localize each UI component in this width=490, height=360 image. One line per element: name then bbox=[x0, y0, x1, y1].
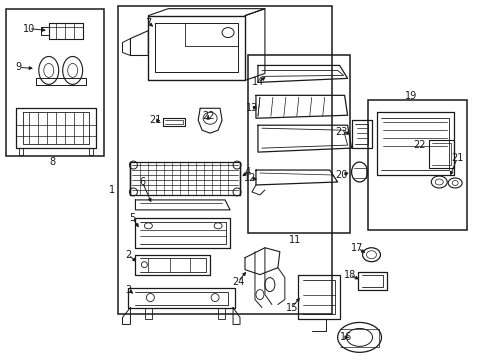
Text: 18: 18 bbox=[343, 270, 356, 280]
Text: 4: 4 bbox=[245, 167, 251, 177]
Text: 22: 22 bbox=[413, 140, 426, 150]
Bar bbox=[119, 6, 332, 315]
Text: 14: 14 bbox=[252, 77, 264, 87]
Bar bbox=[368, 100, 467, 230]
Text: 22: 22 bbox=[202, 111, 215, 121]
Text: 2: 2 bbox=[125, 250, 132, 260]
Text: 13: 13 bbox=[246, 103, 258, 113]
Text: 23: 23 bbox=[336, 127, 348, 137]
Text: 12: 12 bbox=[244, 173, 256, 183]
Text: 11: 11 bbox=[289, 235, 301, 245]
Bar bbox=[248, 55, 349, 233]
Text: 8: 8 bbox=[49, 157, 56, 167]
Text: 6: 6 bbox=[139, 177, 146, 187]
Text: 21: 21 bbox=[451, 153, 464, 163]
Text: 5: 5 bbox=[129, 213, 136, 223]
Text: 1: 1 bbox=[109, 185, 116, 195]
Text: 7: 7 bbox=[145, 18, 151, 28]
Text: 24: 24 bbox=[232, 276, 244, 287]
Text: 15: 15 bbox=[286, 302, 298, 312]
Text: 3: 3 bbox=[125, 284, 131, 294]
Text: 9: 9 bbox=[16, 62, 22, 72]
Text: 17: 17 bbox=[351, 243, 364, 253]
Bar bbox=[6, 9, 103, 156]
Text: 21: 21 bbox=[149, 115, 162, 125]
Text: 20: 20 bbox=[336, 170, 348, 180]
Text: 19: 19 bbox=[405, 91, 417, 101]
Text: 10: 10 bbox=[23, 24, 35, 33]
Text: 16: 16 bbox=[340, 332, 352, 342]
